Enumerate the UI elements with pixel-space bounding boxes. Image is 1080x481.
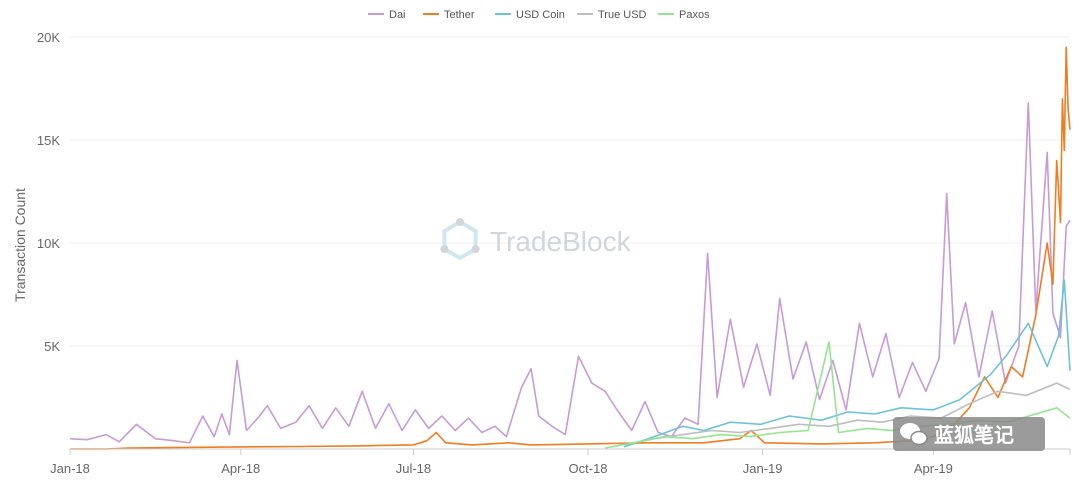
y-tick-label: 10K (37, 236, 60, 251)
gridlines (70, 36, 1070, 347)
series-line-usd-coin (623, 279, 1071, 448)
y-axis: 5K 10K 15K 20K (37, 30, 60, 354)
y-tick-label: 20K (37, 30, 60, 45)
series-line-tether (70, 46, 1071, 450)
watermark-text: TradeBlock (490, 226, 632, 257)
legend-label: USD Coin (516, 9, 565, 21)
y-tick-label: 5K (44, 339, 60, 354)
hexagon-logo-icon (440, 218, 480, 261)
wechat-stamp: 蓝狐笔记 (893, 417, 1045, 451)
x-tick-label: Apr-19 (914, 461, 953, 476)
legend-label: Paxos (679, 9, 710, 21)
legend-label: Tether (444, 9, 475, 21)
legend-item: USD Coin (495, 9, 565, 21)
x-axis: Jan-18 Apr-18 Jul-18 Oct-18 Jan-19 Apr-19 (50, 448, 1071, 476)
chart-legend: Dai Tether USD Coin True USD Paxos (368, 9, 710, 21)
legend-item: Tether (423, 9, 475, 21)
tradeblock-watermark: TradeBlock (440, 218, 632, 261)
legend-item: Dai (368, 9, 406, 21)
y-axis-label: Transaction Count (12, 188, 28, 302)
x-tick-label: Jan-18 (50, 461, 90, 476)
stamp-text: 蓝狐笔记 (934, 423, 1014, 447)
series-line-true-usd (623, 382, 1071, 446)
series-line-dai (69, 102, 1071, 444)
x-tick-label: Oct-18 (569, 461, 608, 476)
x-tick-label: Apr-18 (221, 461, 260, 476)
legend-item: Paxos (658, 9, 710, 21)
legend-item: True USD (577, 9, 647, 21)
y-tick-label: 15K (37, 133, 60, 148)
legend-label: Dai (389, 9, 406, 21)
x-tick-label: Jul-18 (396, 461, 431, 476)
legend-label: True USD (598, 9, 647, 21)
wechat-icon (900, 423, 928, 446)
x-tick-label: Jan-19 (743, 461, 783, 476)
